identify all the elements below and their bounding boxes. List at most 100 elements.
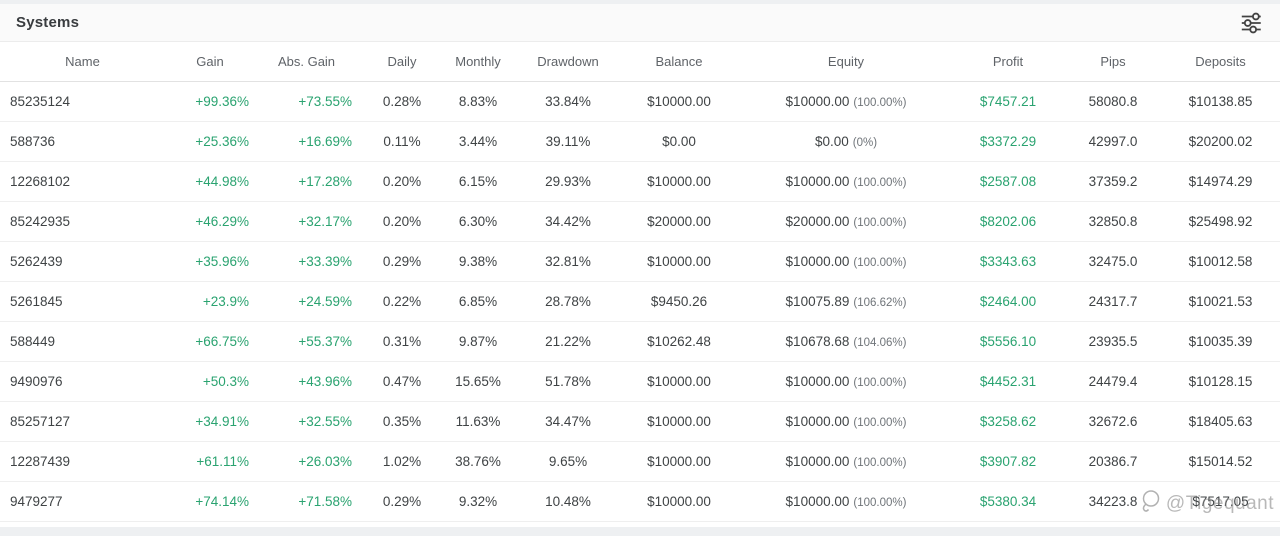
- cell-drawdown: 39.11%: [510, 121, 626, 162]
- systems-table: Name Gain Abs. Gain Daily Monthly Drawdown Bal…: [0, 42, 1280, 522]
- column-header-pips[interactable]: Pips: [1056, 42, 1170, 82]
- cell-equity: $10075.89 (106.62%): [732, 281, 960, 322]
- cell-deposits: $10035.39: [1170, 321, 1280, 362]
- column-header-monthly[interactable]: Monthly: [446, 42, 510, 82]
- cell-balance: $10000.00: [626, 481, 732, 522]
- filter-sliders-icon[interactable]: [1236, 8, 1266, 38]
- cell-monthly: 6.15%: [446, 161, 510, 202]
- column-header-equity[interactable]: Equity: [732, 42, 960, 82]
- cell-gain: +74.14%: [165, 481, 255, 522]
- cell-monthly: 9.32%: [446, 481, 510, 522]
- table-row[interactable]: 12268102 +44.98% +17.28% 0.20% 6.15% 29.93% $1…: [0, 161, 1280, 202]
- column-header-deposits[interactable]: Deposits: [1170, 42, 1280, 82]
- cell-pips: 34223.8: [1056, 481, 1170, 522]
- column-header-abs_gain[interactable]: Abs. Gain: [255, 42, 358, 82]
- table-row[interactable]: 85242935 +46.29% +32.17% 0.20% 6.30% 34.42% $2…: [0, 201, 1280, 242]
- cell-abs_gain: +43.96%: [255, 361, 358, 402]
- cell-profit: $2587.08: [960, 161, 1056, 202]
- table-row[interactable]: 85257127 +34.91% +32.55% 0.35% 11.63% 34.47% $…: [0, 401, 1280, 442]
- column-header-balance[interactable]: Balance: [626, 42, 732, 82]
- cell-abs_gain: +55.37%: [255, 321, 358, 362]
- cell-abs_gain: +71.58%: [255, 481, 358, 522]
- equity-percent: (100.00%): [853, 416, 907, 429]
- column-header-name[interactable]: Name: [0, 42, 165, 82]
- cell-profit: $3343.63: [960, 241, 1056, 282]
- table-row[interactable]: 588736 +25.36% +16.69% 0.11% 3.44% 39.11% $0.0…: [0, 121, 1280, 162]
- cell-deposits: $18405.63: [1170, 401, 1280, 442]
- cell-drawdown: 10.48%: [510, 481, 626, 522]
- table-row[interactable]: 85235124 +99.36% +73.55% 0.28% 8.83% 33.84% $1…: [0, 81, 1280, 122]
- cell-abs_gain: +24.59%: [255, 281, 358, 322]
- table-row[interactable]: 5261845 +23.9% +24.59% 0.22% 6.85% 28.78% $945…: [0, 281, 1280, 322]
- cell-profit: $2464.00: [960, 281, 1056, 322]
- table-row[interactable]: 12287439 +61.11% +26.03% 1.02% 38.76% 9.65% $1…: [0, 441, 1280, 482]
- cell-pips: 58080.8: [1056, 81, 1170, 122]
- cell-drawdown: 51.78%: [510, 361, 626, 402]
- systems-panel: Systems Name Gain Abs. Gain Daily Monthly Dra…: [0, 4, 1280, 527]
- cell-abs_gain: +17.28%: [255, 161, 358, 202]
- cell-gain: +99.36%: [165, 81, 255, 122]
- table-row[interactable]: 9479277 +74.14% +71.58% 0.29% 9.32% 10.48% $10…: [0, 481, 1280, 522]
- cell-name: 12287439: [0, 441, 165, 482]
- cell-drawdown: 32.81%: [510, 241, 626, 282]
- cell-deposits: $10021.53: [1170, 281, 1280, 322]
- equity-value: $10000.00: [785, 493, 850, 509]
- equity-value: $20000.00: [785, 213, 850, 229]
- cell-balance: $10000.00: [626, 81, 732, 122]
- cell-equity: $10000.00 (100.00%): [732, 481, 960, 522]
- cell-deposits: $10128.15: [1170, 361, 1280, 402]
- cell-deposits: $14974.29: [1170, 161, 1280, 202]
- cell-equity: $0.00 (0%): [732, 121, 960, 162]
- cell-equity: $10000.00 (100.00%): [732, 161, 960, 202]
- cell-monthly: 9.87%: [446, 321, 510, 362]
- cell-pips: 24317.7: [1056, 281, 1170, 322]
- equity-value: $10000.00: [785, 453, 850, 469]
- cell-abs_gain: +32.17%: [255, 201, 358, 242]
- cell-equity: $10000.00 (100.00%): [732, 241, 960, 282]
- equity-value: $0.00: [814, 133, 849, 149]
- cell-balance: $9450.26: [626, 281, 732, 322]
- equity-percent: (100.00%): [853, 496, 907, 509]
- cell-balance: $10000.00: [626, 361, 732, 402]
- cell-daily: 0.31%: [358, 321, 446, 362]
- column-header-drawdown[interactable]: Drawdown: [510, 42, 626, 82]
- equity-percent: (100.00%): [853, 256, 907, 269]
- table-row[interactable]: 5262439 +35.96% +33.39% 0.29% 9.38% 32.81% $10…: [0, 241, 1280, 282]
- equity-percent: (100.00%): [853, 96, 907, 109]
- cell-daily: 0.20%: [358, 161, 446, 202]
- cell-deposits: $10138.85: [1170, 81, 1280, 122]
- equity-percent: (100.00%): [853, 216, 907, 229]
- cell-deposits: $25498.92: [1170, 201, 1280, 242]
- cell-abs_gain: +32.55%: [255, 401, 358, 442]
- cell-gain: +50.3%: [165, 361, 255, 402]
- cell-name: 85235124: [0, 81, 165, 122]
- cell-daily: 1.02%: [358, 441, 446, 482]
- cell-profit: $3372.29: [960, 121, 1056, 162]
- equity-value: $10000.00: [785, 173, 850, 189]
- table-row[interactable]: 9490976 +50.3% +43.96% 0.47% 15.65% 51.78% $10…: [0, 361, 1280, 402]
- cell-monthly: 3.44%: [446, 121, 510, 162]
- cell-name: 85242935: [0, 201, 165, 242]
- equity-percent: (100.00%): [853, 376, 907, 389]
- column-header-daily[interactable]: Daily: [358, 42, 446, 82]
- cell-equity: $20000.00 (100.00%): [732, 201, 960, 242]
- cell-deposits: $20200.02: [1170, 121, 1280, 162]
- cell-daily: 0.28%: [358, 81, 446, 122]
- column-header-gain[interactable]: Gain: [165, 42, 255, 82]
- cell-deposits: $15014.52: [1170, 441, 1280, 482]
- table-row[interactable]: 588449 +66.75% +55.37% 0.31% 9.87% 21.22% $102…: [0, 321, 1280, 362]
- cell-gain: +34.91%: [165, 401, 255, 442]
- cell-daily: 0.47%: [358, 361, 446, 402]
- cell-pips: 23935.5: [1056, 321, 1170, 362]
- cell-daily: 0.11%: [358, 121, 446, 162]
- cell-daily: 0.29%: [358, 481, 446, 522]
- cell-gain: +35.96%: [165, 241, 255, 282]
- cell-name: 12268102: [0, 161, 165, 202]
- column-header-profit[interactable]: Profit: [960, 42, 1056, 82]
- cell-equity: $10678.68 (104.06%): [732, 321, 960, 362]
- cell-daily: 0.20%: [358, 201, 446, 242]
- cell-pips: 42997.0: [1056, 121, 1170, 162]
- cell-profit: $8202.06: [960, 201, 1056, 242]
- equity-percent: (100.00%): [853, 176, 907, 189]
- page-title: Systems: [16, 14, 80, 31]
